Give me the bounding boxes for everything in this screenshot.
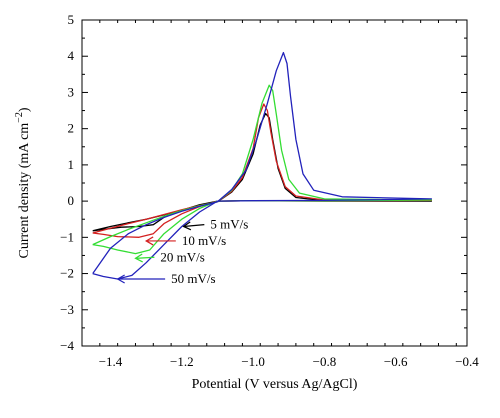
- y-tick-label: −2: [60, 266, 74, 281]
- y-tick-label: 0: [68, 193, 75, 208]
- y-tick-label: −3: [60, 302, 74, 317]
- y-tick-label: −4: [60, 338, 74, 353]
- y-tick-label: 4: [68, 48, 75, 63]
- plot-frame: [81, 19, 468, 347]
- curves-layer: [92, 51, 433, 280]
- y-ticks: −4 −3 −2 −1 0 1 2 3 4 5: [60, 12, 467, 353]
- annotation-label: 5 mV/s: [210, 217, 248, 232]
- x-axis-label: Potential (V versus Ag/AgCl): [192, 377, 358, 392]
- series-curve: [92, 103, 433, 238]
- x-tick-label: −1.2: [170, 354, 194, 369]
- x-tick-label: −1.0: [241, 354, 265, 369]
- series-curve: [92, 51, 433, 280]
- annotation-arrow: [135, 256, 155, 259]
- annotation-arrowhead: [182, 221, 192, 231]
- y-tick-label: 1: [68, 157, 75, 172]
- y-axis-label-superscript: −2: [14, 112, 25, 123]
- x-tick-label: −1.4: [99, 354, 123, 369]
- annotation-arrow: [183, 224, 205, 228]
- y-tick-label: 2: [68, 121, 75, 136]
- x-tick-label: −0.6: [384, 354, 408, 369]
- y-tick-label: 3: [68, 84, 75, 99]
- series-curve: [92, 112, 433, 232]
- x-tick-label: −0.8: [313, 354, 337, 369]
- annotations-layer: 5 mV/s10 mV/s20 mV/s 50 mV/s: [116, 217, 248, 286]
- y-tick-label: −1: [60, 229, 74, 244]
- annotation-label: 20 mV/s: [160, 249, 204, 264]
- x-ticks: −1.4 −1.2 −1.0 −0.8 −0.6 −0.4: [81, 20, 479, 369]
- y-axis-label-close: ): [17, 107, 32, 112]
- y-axis-label-main: Current density (mA cm: [17, 123, 32, 259]
- annotation-arrowhead: [134, 253, 143, 263]
- y-axis-label: Current density (mA cm−2): [14, 107, 32, 258]
- annotation-label: 50 mV/s: [171, 271, 215, 286]
- annotation-arrowhead: [116, 274, 125, 284]
- y-tick-label: 5: [68, 12, 75, 27]
- x-tick-label: −0.4: [455, 354, 479, 369]
- annotation-arrowhead: [144, 236, 154, 246]
- series-curve: [92, 84, 433, 255]
- annotation-label: 10 mV/s: [182, 233, 226, 248]
